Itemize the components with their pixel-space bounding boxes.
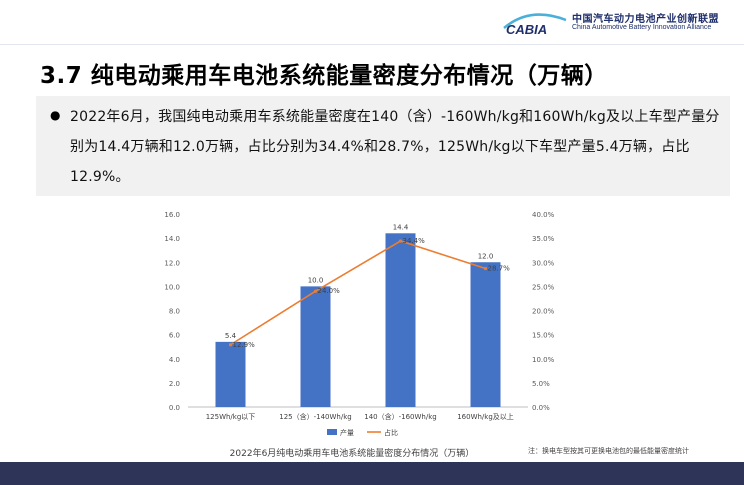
bar: [215, 341, 246, 407]
share-data-label: 28.7%: [488, 265, 511, 273]
x-category-label: 160Wh/kg及以上: [457, 412, 514, 421]
y-left-tick-label: 4.0: [169, 356, 180, 364]
legend-line-label: 占比: [384, 428, 398, 437]
footer-bar: [0, 462, 744, 485]
page-title: 3.7 纯电动乘用车电池系统能量密度分布情况（万辆）: [40, 63, 608, 89]
bar: [385, 233, 416, 407]
bar-data-label: 10.0: [308, 276, 324, 284]
legend-bar-label: 产量: [340, 428, 354, 437]
share-point: [483, 266, 488, 271]
summary-box: ● 2022年6月，我国纯电动乘用车系统能量密度在140（含）-160Wh/kg…: [36, 96, 730, 196]
y-right-tick-label: 35.0%: [532, 235, 555, 243]
y-right-tick-label: 20.0%: [532, 308, 555, 316]
org-name-cn: 中国汽车动力电池产业创新联盟: [572, 14, 719, 25]
org-name-en: China Automotive Battery Innovation Alli…: [572, 24, 712, 31]
y-left-tick-label: 0.0: [169, 404, 180, 412]
share-data-label: 12.9%: [233, 341, 256, 349]
alliance-logo: CABIA 中国汽车动力电池产业创新联盟 China Automotive Ba…: [500, 8, 730, 38]
y-right-tick-label: 40.0%: [532, 211, 555, 219]
share-line: [230, 240, 486, 346]
share-point: [313, 289, 318, 293]
chart-title: 2022年6月纯电动乘用车电池系统能量密度分布情况（万辆）: [230, 447, 475, 459]
bar-data-label: 12.0: [478, 252, 494, 260]
legend-bar-swatch: [327, 429, 337, 435]
y-left-tick-label: 16.0: [164, 211, 180, 219]
bullet-icon: ●: [50, 108, 61, 122]
share-point: [398, 239, 403, 243]
y-right-tick-label: 5.0%: [532, 380, 550, 388]
y-left-tick-label: 6.0: [169, 332, 180, 340]
summary-text: 2022年6月，我国纯电动乘用车系统能量密度在140（含）-160Wh/kg和1…: [70, 109, 720, 185]
y-left-tick-label: 2.0: [169, 380, 180, 388]
share-point: [228, 343, 233, 347]
y-right-tick-label: 30.0%: [532, 259, 555, 267]
x-category-label: 125Wh/kg以下: [206, 413, 256, 421]
y-right-tick-label: 0.0%: [532, 404, 550, 412]
bar-data-label: 5.4: [225, 332, 237, 340]
cabia-logo-icon: CABIA: [503, 13, 567, 37]
y-right-tick-label: 10.0%: [532, 356, 555, 364]
x-category-label: 125（含）-140Wh/kg: [279, 412, 351, 421]
share-data-label: 34.4%: [403, 237, 426, 245]
x-category-label: 140（含）-160Wh/kg: [364, 412, 436, 421]
bar-data-label: 14.4: [393, 223, 409, 231]
y-right-tick-label: 15.0%: [532, 332, 555, 340]
y-right-tick-label: 25.0%: [532, 283, 555, 291]
share-data-label: 24.0%: [318, 287, 341, 295]
bar: [300, 286, 331, 407]
footnote: 注：换电车型按其可更换电池包的最低能量密度统计: [528, 447, 689, 455]
logo-wordmark: CABIA: [506, 22, 547, 37]
y-left-tick-label: 12.0: [164, 259, 180, 267]
y-left-tick-label: 14.0: [164, 235, 180, 243]
header-bar: CABIA 中国汽车动力电池产业创新联盟 China Automotive Ba…: [0, 0, 744, 45]
bar: [470, 262, 501, 407]
y-left-tick-label: 8.0: [169, 308, 180, 316]
y-left-tick-label: 10.0: [164, 283, 180, 291]
